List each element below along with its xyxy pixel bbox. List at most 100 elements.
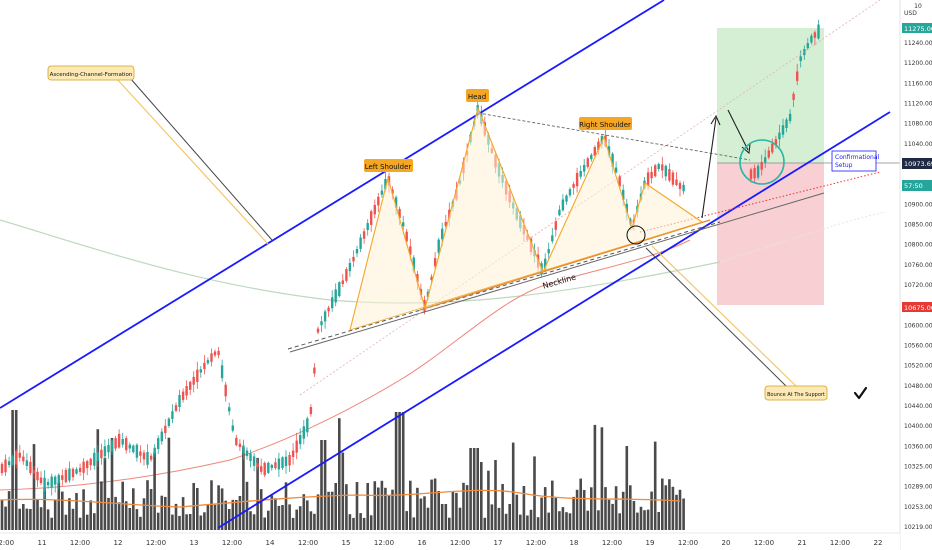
candle-body — [249, 453, 252, 461]
volume-bar — [235, 500, 238, 530]
volume-bar — [572, 496, 575, 530]
candle-body — [554, 220, 557, 230]
price-tick-label: 10520.00 — [904, 363, 932, 370]
candle-body — [245, 450, 249, 456]
candle-body — [675, 179, 678, 185]
candle-body — [416, 274, 419, 283]
volume-bar — [181, 497, 185, 530]
candle-body — [345, 269, 348, 281]
candle-body — [366, 223, 369, 230]
candle-body — [753, 168, 756, 179]
volume-bar — [156, 512, 160, 530]
candle-body — [813, 32, 817, 38]
candle-body — [309, 407, 313, 414]
candle-body — [756, 165, 760, 178]
candle-body — [18, 452, 21, 458]
candle-body — [284, 456, 288, 467]
volume-bar — [380, 480, 384, 530]
volume-bar — [579, 478, 582, 530]
volume-bar — [103, 457, 107, 530]
confirmation-label: Confirmational Setup — [831, 150, 879, 172]
candle-body — [788, 113, 792, 121]
volume-bar — [213, 504, 217, 530]
neckline — [287, 221, 721, 350]
candle-body — [412, 257, 415, 272]
candle-body — [558, 209, 561, 216]
price-tick-label: 10219.00 — [904, 524, 932, 531]
head-label: Head — [466, 89, 489, 102]
volume-bar — [61, 491, 64, 530]
candle-body — [362, 231, 366, 239]
candle-body — [370, 211, 373, 225]
bounce-callout-pointer — [645, 247, 787, 387]
candle-body — [611, 153, 614, 167]
candle-body — [4, 459, 7, 473]
candle-body — [352, 256, 355, 262]
candle-body — [96, 452, 99, 461]
price-tick-label: 10760.00 — [904, 262, 932, 269]
candle-body — [614, 167, 618, 173]
candle-body — [238, 443, 242, 447]
time-tick-label: 12:00 — [450, 539, 470, 547]
volume-bar — [121, 481, 124, 530]
candle-body — [206, 360, 210, 364]
volume-bar — [171, 514, 174, 530]
volume-bar — [391, 489, 394, 530]
volume-bar — [451, 491, 455, 530]
candle-body — [267, 462, 270, 473]
volume-bar — [330, 491, 334, 530]
volume-bar — [618, 513, 621, 530]
volume-bar — [419, 498, 423, 530]
volume-bar — [18, 508, 21, 530]
time-tick-label: 12:00 — [0, 539, 14, 547]
candle-body — [178, 395, 181, 407]
volume-bar — [639, 506, 643, 530]
price-tick-label: 10480.00 — [904, 383, 932, 390]
volume-bar — [245, 481, 249, 530]
right-shoulder-text: Right Shoulder — [579, 121, 631, 129]
candle-body — [64, 470, 68, 483]
volume-bar — [476, 448, 479, 530]
volume-bar — [57, 482, 61, 530]
target-price-tag: 11275.00 — [902, 23, 932, 33]
volume-bar — [167, 437, 171, 530]
candle-body — [15, 451, 18, 465]
volume-bar — [267, 510, 270, 530]
candle-body — [0, 463, 4, 474]
volume-bar — [437, 491, 440, 530]
candle-body — [277, 458, 281, 470]
candle-body — [600, 136, 604, 145]
candle-body — [618, 176, 621, 187]
volume-bar — [508, 504, 511, 530]
candle-body — [160, 431, 163, 442]
support-orange-line — [419, 219, 711, 311]
candle-body — [661, 164, 664, 171]
volume-bar — [139, 516, 142, 530]
candle-body — [338, 282, 341, 296]
candle-body — [433, 258, 437, 267]
price-tick-label: 10850.00 — [904, 222, 932, 229]
price-tick-label: 11040.00 — [904, 141, 932, 148]
time-tick-label: 17 — [494, 539, 503, 547]
candle-body — [409, 246, 412, 255]
volume-bar — [561, 507, 565, 530]
volume-bar — [259, 489, 263, 530]
candle-body — [164, 425, 167, 434]
candle-body — [110, 440, 114, 452]
volume-bar — [281, 505, 284, 530]
left-shoulder-text: Left Shoulder — [365, 163, 412, 171]
candle-body — [334, 289, 337, 303]
volume-bar — [298, 506, 302, 530]
volume-bar — [575, 489, 579, 530]
time-tick-label: 11 — [38, 539, 47, 547]
candle-body — [61, 475, 64, 480]
volume-bar — [0, 500, 4, 530]
volume-bar — [53, 499, 57, 530]
volume-bar — [249, 511, 252, 530]
volume-bar — [36, 500, 39, 530]
candle-body — [132, 445, 135, 453]
volume-bar — [199, 515, 203, 530]
candle-body — [220, 365, 224, 379]
candle-body — [228, 407, 231, 412]
volume-bars — [0, 410, 685, 530]
